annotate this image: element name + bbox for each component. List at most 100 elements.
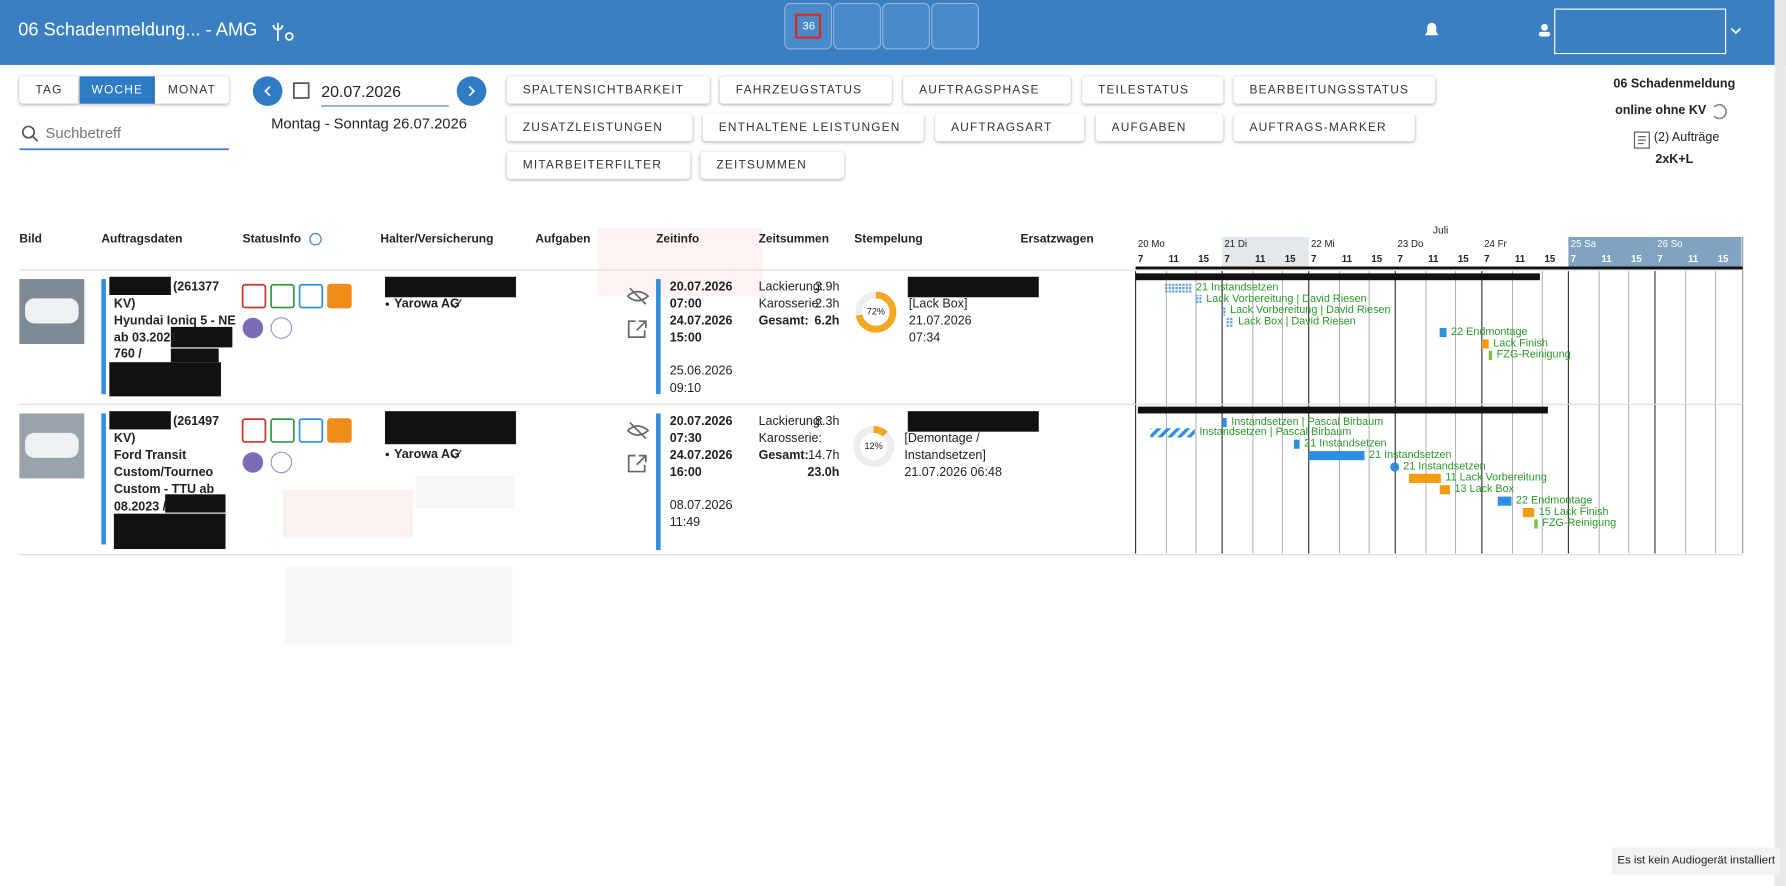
stamp: 07:34 [908, 331, 941, 346]
column-header: StatusInfo [242, 232, 302, 247]
filter-label: FAHRZEUGSTATUS [735, 83, 863, 97]
filter-button[interactable]: MITARBEITERFILTER [506, 151, 691, 179]
time-value: 3.9h [815, 280, 840, 294]
filter-button[interactable]: AUFGABEN [1095, 113, 1224, 142]
task-label: Lack Vorbereitung | David Riesen [1206, 292, 1367, 306]
filter-button[interactable]: AUFTRAGSPHASE [903, 76, 1071, 104]
gantt-day: 20 Mo [1137, 238, 1165, 250]
task-bar [1497, 496, 1512, 506]
filter-button[interactable]: BEARBEITUNGSSTATUS [1233, 76, 1436, 104]
gantt-summary [1135, 273, 1540, 281]
gantt-month: Juli [1432, 224, 1449, 236]
vehicle: 08.2023 / [113, 500, 167, 514]
task-label: Lack Vorbereitung | David Riesen [1230, 304, 1391, 317]
filter-label: ENTHALTENE LEISTUNGEN [718, 120, 901, 135]
gantt-hour: 15 [1717, 252, 1729, 265]
filter-button[interactable]: SPALTENSICHTBARKEIT [506, 76, 710, 104]
status-icon [298, 283, 324, 309]
gantt-hour: 7 [1137, 252, 1144, 265]
gantt-hour: 7 [1224, 252, 1230, 265]
task-label: FZG-Reinigung [1542, 517, 1617, 530]
blur [282, 489, 414, 538]
task-label: 21 Instandsetzen [1369, 448, 1452, 462]
open-icon [627, 454, 647, 473]
task-label: 21 Instandsetzen [1304, 437, 1387, 450]
task-bar [1293, 439, 1300, 449]
bullet [385, 302, 389, 306]
gantt-day: 24 Fr [1484, 238, 1507, 250]
column-header: Aufgaben [535, 232, 591, 247]
view-button[interactable]: TAG [19, 76, 79, 104]
status-icon [270, 451, 293, 474]
date-field[interactable]: 20.07.2026 [321, 82, 402, 101]
help-icon[interactable] [309, 232, 322, 246]
progress-arc [855, 291, 897, 333]
time-value: 2.3h [815, 297, 840, 311]
status-icon [242, 317, 264, 339]
vehicle: Custom - TTU ab [113, 482, 215, 497]
filter-button[interactable]: ZEITSUMMEN [700, 151, 844, 179]
user-field[interactable] [1554, 8, 1727, 55]
time-info: 07:00 [669, 297, 702, 311]
filter-button[interactable]: ZUSATZLEISTUNGEN [506, 113, 693, 142]
stamp: 21.07.2026 [908, 314, 972, 329]
highlight [597, 227, 764, 297]
calendar-icon [293, 82, 310, 99]
time-info: 24.07.2026 [669, 448, 733, 463]
redaction [170, 326, 233, 348]
filter-button[interactable]: FAHRZEUGSTATUS [719, 76, 892, 104]
gantt-hour: 11 [1341, 252, 1352, 265]
time-info: 24.07.2026 [669, 314, 733, 329]
arrow [468, 85, 476, 97]
task-label: 11 Lack Vorbereitung [1445, 471, 1547, 485]
status-icon [298, 418, 324, 443]
time-label: Lackierung: [758, 280, 824, 294]
search-icon [21, 125, 36, 139]
gantt-summary [1137, 406, 1548, 414]
refresh-icon [1713, 103, 1727, 120]
column-header: Bild [19, 232, 42, 247]
time-label: Gesamt: [758, 448, 809, 463]
prev-button[interactable] [252, 76, 283, 106]
next-button[interactable] [456, 76, 487, 106]
check-icon [451, 449, 462, 460]
gantt-hour: 11 [1428, 252, 1439, 265]
gantt-axis [1135, 266, 1743, 270]
task-bar [1164, 283, 1192, 293]
task-bar [1390, 462, 1400, 472]
task-label: 22 Endmontage [1451, 325, 1528, 339]
task-label: Lack Finish [1493, 337, 1548, 350]
created: 25.06.2026 [669, 364, 733, 379]
created: 09:10 [669, 381, 702, 396]
filter-button[interactable]: TEILESTATUS [1082, 76, 1224, 104]
time-label: Gesamt: [758, 314, 809, 329]
redaction [109, 276, 171, 296]
vehicle: Custom/Tourneo [113, 465, 214, 480]
calendar-tabs [784, 2, 979, 50]
column-header: Auftragsdaten [101, 232, 183, 247]
blur [415, 476, 514, 508]
time-info: 15:00 [669, 331, 702, 346]
time-label: Lackierung: [758, 414, 824, 429]
time-total: 23.0h [807, 465, 840, 480]
column-header: Ersatzwagen [1020, 232, 1094, 247]
filter-button[interactable]: ENTHALTENE LEISTUNGEN [702, 113, 924, 142]
caret[interactable] [1730, 27, 1741, 35]
status-icon [241, 418, 267, 443]
filter-label: AUFTRAGS-MARKER [1249, 120, 1387, 135]
gantt-hour: 7 [1397, 252, 1403, 265]
task-label: 21 Instandsetzen [1403, 460, 1486, 473]
search-field[interactable]: Suchbetreff [45, 124, 122, 142]
view-button[interactable]: MONAT [154, 76, 229, 104]
filter-label: MITARBEITERFILTER [522, 158, 662, 172]
stamp: 21.07.2026 06:48 [904, 465, 1002, 480]
gantt-hour: 15 [1371, 252, 1383, 265]
filter-label: BEARBEITUNGSSTATUS [1249, 83, 1410, 97]
status-bar-bg [1611, 847, 1781, 875]
gantt-hour: 11 [1601, 252, 1612, 265]
filter-button[interactable]: AUFTRAGS-MARKER [1233, 113, 1415, 142]
filter-button[interactable]: AUFTRAGSART [935, 113, 1085, 142]
view-button[interactable]: WOCHE [79, 76, 155, 104]
status-icon [327, 418, 352, 443]
